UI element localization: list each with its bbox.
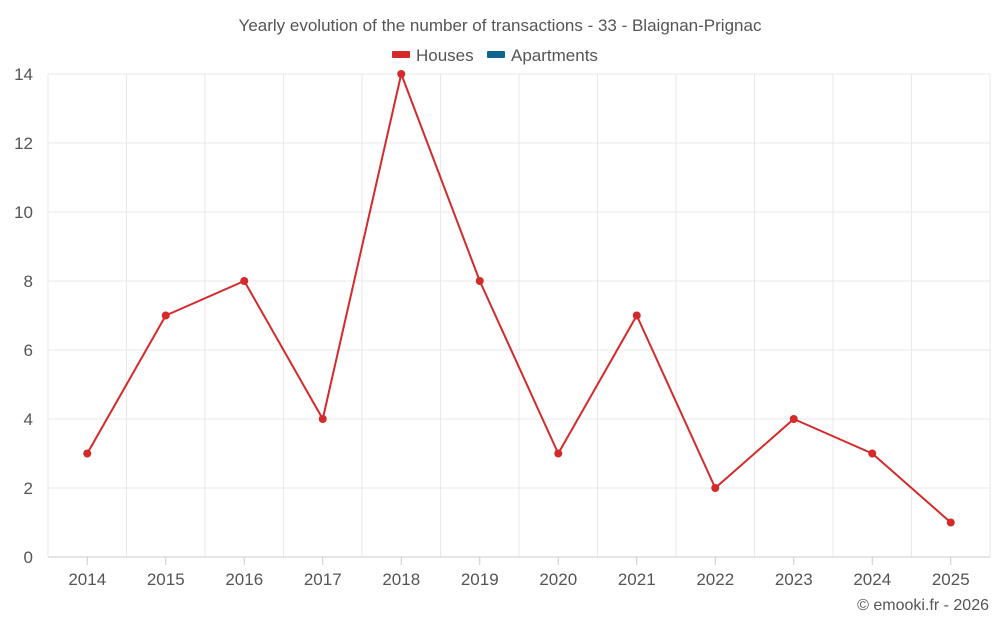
y-tick-label: 8 [24, 272, 33, 291]
grid [47, 73, 991, 557]
data-point-houses-2019[interactable] [475, 277, 484, 285]
data-point-houses-2021[interactable] [632, 311, 641, 320]
chart-title: Yearly evolution of the number of transa… [239, 16, 762, 35]
x-tick-label: 2019 [461, 570, 499, 589]
legend-swatch-apartments [487, 51, 505, 58]
data-point-houses-2018[interactable] [397, 70, 406, 78]
x-axis-ticks: 2014 2015 2016 2017 2018 2019 2020 2021 2022 2023… [68, 557, 970, 589]
data-point-houses-2014[interactable] [83, 449, 92, 458]
x-tick-label: 2020 [539, 570, 577, 589]
x-tick-label: 2016 [225, 570, 263, 589]
legend-label-houses: Houses [416, 46, 474, 65]
y-tick-label: 12 [14, 134, 33, 153]
y-tick-label: 14 [14, 65, 33, 84]
credit-text: © emooki.fr - 2026 [857, 597, 989, 614]
y-tick-label: 2 [24, 479, 33, 498]
data-point-houses-2024[interactable] [868, 449, 877, 458]
series-houses [83, 70, 955, 527]
data-point-houses-2015[interactable] [161, 311, 170, 320]
x-tick-label: 2025 [932, 570, 970, 589]
y-tick-label: 4 [24, 410, 33, 429]
legend-swatch-houses [392, 51, 410, 58]
x-tick-label: 2015 [147, 570, 185, 589]
data-point-houses-2017[interactable] [318, 415, 327, 423]
legend: Houses Apartments [392, 46, 598, 65]
data-point-houses-2023[interactable] [789, 415, 798, 423]
y-tick-label: 0 [24, 548, 33, 567]
data-point-houses-2016[interactable] [240, 277, 249, 285]
data-point-houses-2022[interactable] [711, 484, 720, 492]
x-tick-label: 2017 [304, 570, 342, 589]
x-tick-label: 2024 [853, 570, 891, 589]
x-tick-label: 2014 [68, 570, 106, 589]
x-tick-label: 2021 [618, 570, 656, 589]
legend-item-apartments[interactable]: Apartments [487, 46, 598, 65]
y-axis-ticks: 0 2 4 6 8 10 12 14 [14, 65, 33, 567]
legend-item-houses[interactable]: Houses [392, 46, 474, 65]
legend-label-apartments: Apartments [511, 46, 598, 65]
x-tick-label: 2018 [382, 570, 420, 589]
x-tick-label: 2023 [775, 570, 813, 589]
data-point-houses-2020[interactable] [554, 449, 563, 458]
series-line-houses [86, 73, 952, 524]
data-point-houses-2025[interactable] [946, 518, 955, 527]
y-tick-label: 6 [24, 341, 33, 360]
y-tick-label: 10 [14, 203, 33, 222]
x-tick-label: 2022 [696, 570, 734, 589]
